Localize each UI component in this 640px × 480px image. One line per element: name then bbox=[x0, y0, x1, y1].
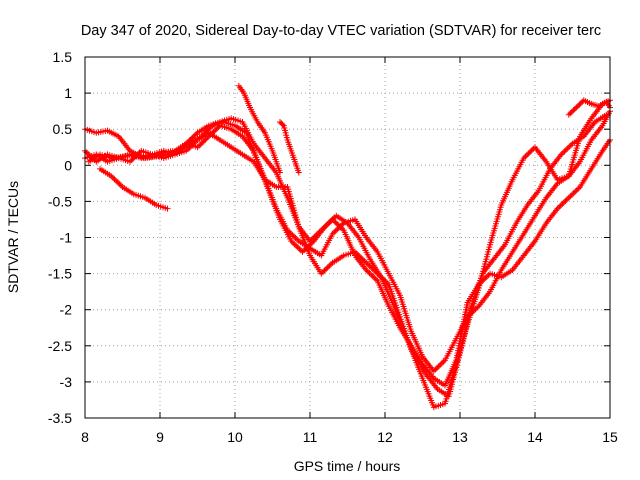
data-point-marker bbox=[295, 169, 302, 176]
y-tick-label: 0 bbox=[64, 157, 72, 173]
series-track-5 bbox=[97, 165, 171, 212]
data-point-marker bbox=[279, 121, 286, 128]
series-track-8 bbox=[565, 97, 613, 118]
y-axis-label: SDTVAR / TECUs bbox=[5, 181, 21, 293]
plot-frame bbox=[84, 56, 611, 419]
data-point-marker bbox=[603, 111, 610, 118]
y-tick-label: 0.5 bbox=[53, 121, 73, 137]
x-tick-label: 14 bbox=[527, 429, 543, 445]
data-point-marker bbox=[277, 169, 283, 176]
y-tick-label: 1.5 bbox=[53, 49, 73, 65]
series-track-4 bbox=[85, 111, 610, 400]
y-tick-label: -0.5 bbox=[48, 193, 72, 209]
y-tick-label: 1 bbox=[64, 85, 72, 101]
x-tick-label: 10 bbox=[227, 429, 243, 445]
series-track-7 bbox=[277, 119, 302, 176]
x-axis-label: GPS time / hours bbox=[294, 458, 401, 474]
data-point-marker bbox=[164, 205, 171, 212]
data-markers bbox=[82, 82, 613, 411]
x-tick-label: 12 bbox=[377, 429, 393, 445]
x-tick-label: 8 bbox=[81, 429, 89, 445]
chart-title: Day 347 of 2020, Sidereal Day-to-day VTE… bbox=[81, 23, 601, 39]
axis-ticks: 8 9 10 11 12 13 14 15 1.5 1 0.5 0 -0.5 -1 -1.5 -2 -2.5 -3… bbox=[48, 49, 618, 445]
y-tick-label: -3 bbox=[60, 374, 73, 390]
y-tick-label: -1.5 bbox=[48, 266, 72, 282]
x-tick-label: 15 bbox=[602, 429, 618, 445]
series-track-6 bbox=[235, 82, 283, 176]
y-tick-label: -2 bbox=[60, 302, 73, 318]
series-track-3 bbox=[82, 97, 613, 411]
x-tick-label: 9 bbox=[156, 429, 164, 445]
y-tick-label: -3.5 bbox=[48, 410, 72, 426]
y-tick-label: -1 bbox=[60, 230, 73, 246]
x-tick-label: 13 bbox=[452, 429, 468, 445]
y-tick-label: -2.5 bbox=[48, 338, 72, 354]
x-tick-label: 11 bbox=[303, 429, 318, 445]
